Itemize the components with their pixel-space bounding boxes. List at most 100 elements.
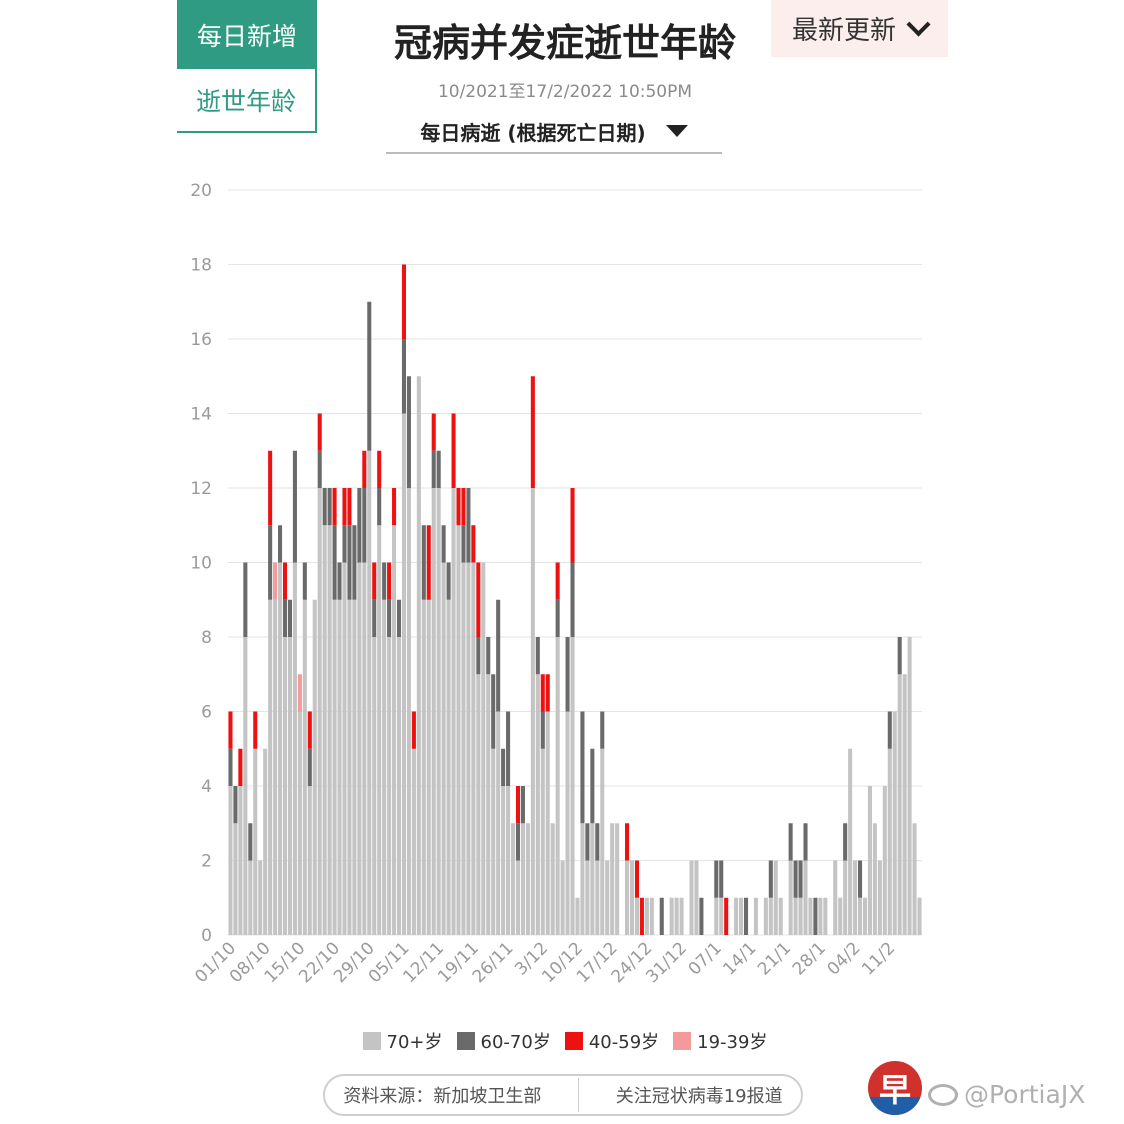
bar-segment-0 <box>833 860 838 935</box>
bar-segment-0 <box>545 711 550 935</box>
bar-segment-1 <box>332 525 337 600</box>
bar-segment-2 <box>515 786 521 824</box>
bar-segment-2 <box>451 413 456 488</box>
bar-segment-0 <box>585 860 590 935</box>
bar-segment-1 <box>347 525 352 600</box>
bar-segment-1 <box>228 748 233 786</box>
bar-segment-2 <box>411 711 416 749</box>
weibo-icon <box>928 1083 958 1106</box>
legend-swatch <box>456 1032 475 1050</box>
metric-dropdown[interactable]: 每日病逝 (根据死亡日期) <box>386 110 722 154</box>
y-tick-label: 0 <box>201 926 212 946</box>
bar-segment-2 <box>387 562 392 600</box>
bar-segment-1 <box>501 748 506 786</box>
bar-segment-1 <box>565 637 570 712</box>
bar-segment-0 <box>352 599 357 935</box>
bar-segment-2 <box>476 562 481 637</box>
bar-segment-2 <box>426 525 431 600</box>
bar-segment-1 <box>491 674 496 749</box>
bar-segment-0 <box>605 860 610 935</box>
bar-segment-2 <box>342 488 347 526</box>
bar-segment-1 <box>515 823 521 861</box>
bar-segment-0 <box>912 823 917 935</box>
bar-segment-0 <box>595 860 600 935</box>
bar-segment-0 <box>823 897 828 935</box>
legend-item-60-70: 60-70岁 <box>456 1028 551 1054</box>
bar-segment-1 <box>387 599 392 637</box>
bar-segment-0 <box>570 637 575 935</box>
legend-item-40-59: 40-59岁 <box>564 1028 659 1054</box>
bar-segment-0 <box>451 488 456 935</box>
y-tick-label: 16 <box>190 330 212 350</box>
bar-segment-0 <box>396 637 402 935</box>
bar-segment-0 <box>803 860 808 935</box>
bar-segment-1 <box>342 525 347 563</box>
bar-segment-1 <box>248 823 253 861</box>
bar-segment-0 <box>768 897 773 935</box>
logo-char: 早 <box>878 1071 911 1109</box>
y-tick-label: 4 <box>201 777 212 797</box>
bar-segment-0 <box>337 599 342 935</box>
bar-segment-1 <box>595 823 600 861</box>
bar-segment-1 <box>362 488 367 563</box>
bar-segment-1 <box>406 376 411 488</box>
page-title: 冠病并发症逝世年龄 <box>393 21 736 65</box>
bar-segment-1 <box>352 525 357 600</box>
bar-segment-0 <box>634 897 639 935</box>
bar-segment-0 <box>778 897 783 935</box>
bar-segment-0 <box>347 599 352 935</box>
zaobao-logo: 早 <box>868 1061 922 1115</box>
x-tick-label: 14/1 <box>719 938 760 979</box>
bar-segment-0 <box>416 376 421 935</box>
legend-swatch <box>362 1032 381 1050</box>
bar-segment-1 <box>506 711 511 786</box>
bar-segment-0 <box>535 674 540 935</box>
bar-segment-2 <box>456 488 461 526</box>
bar-segment-2 <box>461 488 466 526</box>
latest-update-button[interactable]: 最新更新 <box>771 0 948 57</box>
bar-segment-2 <box>401 264 407 339</box>
bar-segment-1 <box>743 897 749 935</box>
bar-segment-0 <box>273 599 278 935</box>
x-tick-label: 04/2 <box>823 938 864 979</box>
bar-segment-0 <box>887 748 892 935</box>
bar-segment-0 <box>392 525 397 935</box>
follow-link[interactable]: 关注冠状病毒19报道 <box>615 1086 783 1107</box>
bar-segment-1 <box>282 599 288 637</box>
tab-daily-new[interactable]: 每日新增 <box>177 0 317 69</box>
bar-segment-0 <box>843 860 848 935</box>
bar-segment-1 <box>843 823 848 861</box>
bar-segment-1 <box>600 711 605 749</box>
bar-segment-2 <box>545 674 550 712</box>
bar-segment-0 <box>282 637 288 935</box>
bar-segment-0 <box>858 897 863 935</box>
bar-segment-0 <box>644 897 649 935</box>
bar-segment-2 <box>362 450 367 488</box>
y-tick-label: 14 <box>190 405 212 425</box>
bar-segment-0 <box>674 897 679 935</box>
bar-segment-0 <box>501 786 506 935</box>
bar-segment-1 <box>441 525 446 563</box>
bar-segment-1 <box>788 823 793 861</box>
metric-dropdown-label: 每日病逝 (根据死亡日期) <box>420 120 646 145</box>
legend-item-70plus: 70+岁 <box>362 1028 443 1054</box>
bar-segment-0 <box>258 860 263 935</box>
bar-segment-0 <box>387 637 392 935</box>
bar-segment-0 <box>312 599 317 935</box>
bar-segment-0 <box>362 562 367 935</box>
bar-segment-1 <box>659 897 664 935</box>
bar-segment-1 <box>768 860 773 898</box>
bar-segment-2 <box>555 562 560 600</box>
bar-segment-0 <box>689 860 694 935</box>
bar-segment-2 <box>625 823 630 861</box>
bar-segment-0 <box>520 823 525 935</box>
bar-segment-0 <box>476 674 481 935</box>
weibo-watermark: @PortiaJX <box>928 1080 1085 1109</box>
tab-death-age[interactable]: 逝世年龄 <box>177 69 317 133</box>
bar-segment-1 <box>580 711 585 824</box>
bar-segment-2 <box>307 711 312 749</box>
bar-segment-0 <box>357 562 362 935</box>
bar-segment-2 <box>392 488 397 526</box>
bar-segment-2 <box>332 488 337 526</box>
bar-segment-2 <box>238 748 243 786</box>
